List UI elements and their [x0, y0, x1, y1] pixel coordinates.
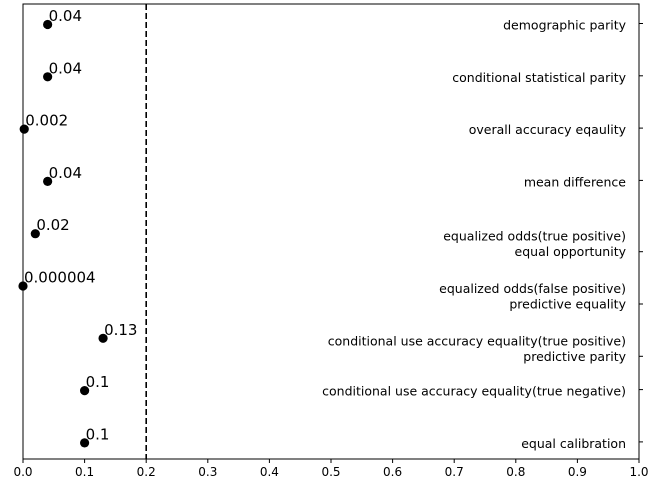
value-label: 0.000004 — [24, 269, 96, 287]
metric-label-line2: equal opportunity — [515, 244, 627, 259]
value-label: 0.13 — [104, 321, 137, 339]
data-point — [80, 386, 90, 396]
data-point — [98, 333, 108, 343]
metric-label: mean difference — [524, 174, 626, 189]
value-label: 0.04 — [49, 164, 82, 182]
x-tick-label: 0.7 — [445, 465, 464, 479]
metric-label: conditional use accuracy equality(true p… — [328, 333, 626, 348]
x-tick-label: 0.4 — [260, 465, 279, 479]
data-point — [43, 176, 53, 186]
metric-label: equalized odds(false positive) — [439, 281, 626, 296]
data-point — [30, 229, 40, 239]
x-tick-label: 0.3 — [198, 465, 217, 479]
x-tick-label: 0.5 — [321, 465, 340, 479]
metric-label-line2: predictive parity — [523, 349, 626, 364]
value-label: 0.1 — [86, 373, 110, 391]
metric-label: conditional statistical parity — [452, 70, 626, 85]
x-tick-label: 1.0 — [629, 465, 648, 479]
metric-label: equal calibration — [521, 436, 626, 451]
data-point — [18, 281, 28, 291]
x-tick-label: 0.0 — [13, 465, 32, 479]
metric-label: conditional use accuracy equality(true n… — [322, 384, 626, 399]
metric-label: equalized odds(true positive) — [443, 229, 626, 244]
data-point — [80, 438, 90, 448]
x-tick-label: 0.8 — [506, 465, 525, 479]
value-label: 0.04 — [49, 7, 82, 25]
data-point — [19, 124, 29, 134]
x-tick-label: 0.1 — [75, 465, 94, 479]
metric-label: demographic parity — [503, 18, 626, 33]
value-label: 0.02 — [36, 216, 69, 234]
x-tick-label: 0.9 — [568, 465, 587, 479]
metric-label-line2: predictive equality — [509, 297, 626, 312]
value-label: 0.04 — [49, 59, 82, 77]
x-tick-label: 0.2 — [137, 465, 156, 479]
metric-label: overall accuracy eqaulity — [469, 122, 627, 137]
data-point — [43, 72, 53, 82]
value-label: 0.002 — [25, 112, 68, 130]
value-label: 0.1 — [86, 425, 110, 443]
data-point — [43, 19, 53, 30]
x-tick-label: 0.6 — [383, 465, 402, 479]
